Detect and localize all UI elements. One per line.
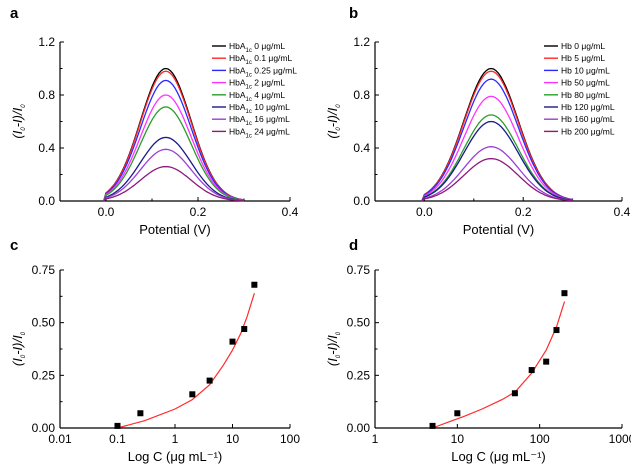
y-tick-label: 0.50 <box>347 316 371 330</box>
x-axis-label: Potential (V) <box>139 222 211 237</box>
data-point <box>561 290 568 297</box>
x-tick-label: 1 <box>172 432 179 446</box>
data-point <box>543 358 550 365</box>
series-line <box>421 95 573 202</box>
series-line <box>421 78 573 202</box>
x-tick-label: 0.0 <box>416 205 433 219</box>
fit-line <box>117 293 255 429</box>
legend-label: Hb 200 μg/mL <box>561 126 615 136</box>
panel-c: c 0.00 0.25 0.50 0.75 0.01 0.1 1 10 100 Log C (μg … <box>10 237 300 464</box>
x-tick-label: 100 <box>280 432 300 446</box>
x-tick-label: 1000 <box>609 432 631 446</box>
data-point <box>189 391 196 398</box>
series-line <box>103 94 245 202</box>
legend-label: Hb 80 μg/mL <box>561 90 610 100</box>
x-tick-label: 10 <box>226 432 240 446</box>
data-point <box>241 325 248 332</box>
y-axis-label-text: (I0-I)/I0 <box>325 331 342 366</box>
x-tick-label: 1 <box>372 432 379 446</box>
data-point <box>137 410 144 417</box>
legend-label: Hb 5 μg/mL <box>561 53 605 63</box>
panel-d: d 0.00 0.25 0.50 0.75 1 10 100 1000 Log C (μg mL⁻… <box>325 237 631 464</box>
y-tick-label: 0.0 <box>353 194 370 208</box>
legend-label: HbA1c 2 μg/mL <box>229 78 285 91</box>
y-tick-label: 0.4 <box>38 141 55 155</box>
panel-b: b 0.0 0.4 0.8 1.2 0.0 0.2 0.4 Potential (V) (I0-I… <box>325 5 631 237</box>
series-line <box>421 157 573 202</box>
legend-label: HbA1c 10 μg/mL <box>229 102 290 115</box>
x-tick-label: 100 <box>530 432 550 446</box>
y-tick-label: 1.2 <box>38 35 55 49</box>
y-tick-label: 0.8 <box>353 88 370 102</box>
data-point <box>553 327 560 334</box>
panel-label: d <box>349 237 358 254</box>
series-line <box>421 114 573 202</box>
legend-label: Hb 50 μg/mL <box>561 78 610 88</box>
data-point <box>229 338 236 345</box>
panel-a: a 0.0 0.4 0.8 1.2 0.0 0.2 0.4 Potential (V) (I0-I… <box>10 5 299 237</box>
y-tick-label: 0.50 <box>32 316 56 330</box>
x-tick-label: 0.2 <box>515 205 532 219</box>
fit-line <box>432 301 566 429</box>
legend-label: HbA1c 0.25 μg/mL <box>229 65 297 78</box>
panel-label: c <box>10 237 18 254</box>
legend-label: Hb 160 μg/mL <box>561 114 615 124</box>
y-tick-label: 0.75 <box>347 263 371 277</box>
legend-label: Hb 0 μg/mL <box>561 41 605 51</box>
series-line <box>103 136 245 202</box>
data-point <box>114 422 121 429</box>
data-point <box>454 410 461 417</box>
legend-label: HbA1c 24 μg/mL <box>229 126 290 139</box>
y-axis-label-text: (I0-I)/I0 <box>10 331 27 366</box>
y-tick-label: 0.25 <box>32 368 56 382</box>
y-tick-label: 0.75 <box>32 263 56 277</box>
panel-label: a <box>10 5 19 22</box>
y-axis-label-text: (I0-I)/I0 <box>10 104 27 139</box>
y-axis-label: (I0-I)/I0 <box>10 104 27 139</box>
panel-label: b <box>349 5 358 22</box>
series-line <box>103 79 245 202</box>
y-axis-label: (I0-I)/I0 <box>325 331 342 366</box>
legend-label: Hb 120 μg/mL <box>561 102 615 112</box>
x-axis-label: Potential (V) <box>463 222 535 237</box>
x-tick-label: 0.1 <box>109 432 126 446</box>
y-tick-label: 0.00 <box>347 421 371 435</box>
y-tick-label: 0.4 <box>353 141 370 155</box>
y-tick-label: 0.0 <box>38 194 55 208</box>
series-line <box>103 165 245 202</box>
x-axis-label: Log C (μg mL⁻¹) <box>451 449 546 464</box>
x-tick-label: 0.4 <box>282 205 299 219</box>
series-line <box>103 148 245 202</box>
data-point <box>528 367 535 374</box>
x-tick-label: 0.4 <box>614 205 631 219</box>
x-tick-label: 0.01 <box>48 432 72 446</box>
series-line <box>421 120 573 202</box>
y-axis-label-text: (I0-I)/I0 <box>325 104 342 139</box>
series-line <box>103 106 245 202</box>
y-axis-label: (I0-I)/I0 <box>10 331 27 366</box>
series-line <box>103 70 245 202</box>
legend-label: HbA1c 16 μg/mL <box>229 114 290 127</box>
y-tick-label: 0.8 <box>38 88 55 102</box>
data-point <box>206 377 213 384</box>
legend-label: HbA1c 0.1 μg/mL <box>229 53 292 66</box>
x-tick-label: 0.2 <box>190 205 207 219</box>
y-tick-label: 1.2 <box>353 35 370 49</box>
legend-label: HbA1c 0 μg/mL <box>229 41 285 54</box>
legend-label: Hb 10 μg/mL <box>561 65 610 75</box>
y-axis-label: (I0-I)/I0 <box>325 104 342 139</box>
data-point <box>251 281 258 288</box>
y-tick-label: 0.00 <box>32 421 56 435</box>
x-tick-label: 10 <box>451 432 465 446</box>
x-axis-label: Log C (μg mL⁻¹) <box>128 449 223 464</box>
series-line <box>421 146 573 202</box>
x-tick-label: 0.0 <box>98 205 115 219</box>
y-tick-label: 0.25 <box>347 368 371 382</box>
series-line <box>103 67 245 202</box>
legend-label: HbA1c 4 μg/mL <box>229 90 285 103</box>
data-point <box>511 390 518 397</box>
data-point <box>429 422 436 429</box>
